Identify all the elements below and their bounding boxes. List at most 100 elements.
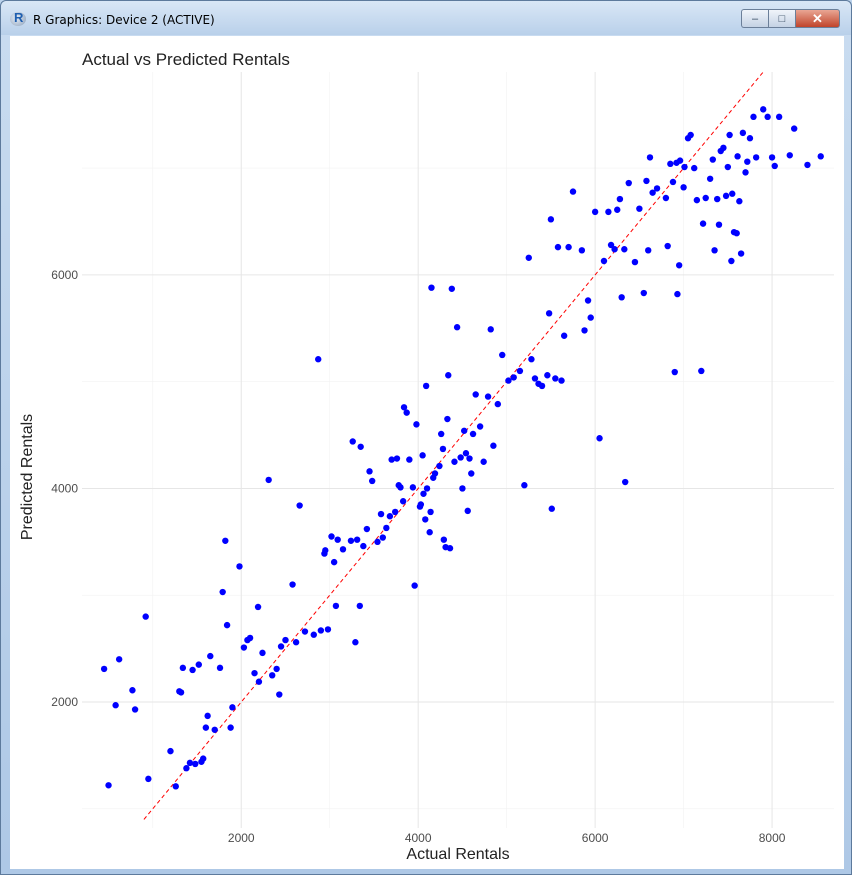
data-point [680, 184, 687, 191]
data-point [548, 505, 555, 512]
data-point [817, 153, 824, 160]
data-point [129, 687, 136, 694]
data-point [750, 113, 757, 121]
data-point [737, 250, 745, 257]
data-point [729, 190, 736, 197]
data-point [709, 156, 716, 163]
data-point [265, 476, 272, 484]
scatter-chart: Actual vs Predicted Rentals 2000 4000 6000… [19, 50, 834, 863]
data-point [674, 290, 681, 298]
data-point [605, 208, 612, 216]
data-point [675, 262, 683, 269]
data-point [411, 582, 418, 589]
data-point [363, 525, 371, 533]
data-point [360, 542, 367, 550]
data-point [724, 163, 732, 171]
minimize-button[interactable]: – [741, 9, 768, 28]
data-point [386, 513, 394, 520]
data-point [521, 482, 528, 489]
data-point [177, 689, 185, 696]
data-point [645, 247, 652, 254]
x-tick-label: 4000 [405, 831, 432, 845]
data-point [440, 536, 448, 543]
data-point [622, 478, 629, 486]
data-point [531, 375, 539, 382]
data-point [667, 160, 674, 168]
window-title: R Graphics: Device 2 (ACTIVE) [33, 13, 215, 27]
data-point [736, 198, 743, 205]
data-point [216, 664, 224, 672]
data-point [269, 672, 276, 679]
data-point [352, 639, 359, 646]
data-point [451, 458, 458, 465]
data-point [643, 177, 650, 185]
axis-ticks: 2000 4000 6000 8000 2000 4000 6000 [51, 268, 785, 845]
data-point [726, 131, 733, 139]
data-point [760, 106, 767, 113]
data-point [468, 470, 475, 477]
data-point [494, 400, 502, 408]
data-point [202, 724, 210, 731]
data-point [200, 755, 207, 762]
data-point [403, 409, 410, 416]
data-point [739, 129, 747, 137]
data-point [353, 536, 361, 543]
grid [82, 72, 834, 828]
data-point [246, 634, 254, 642]
y-tick-label: 4000 [51, 481, 78, 495]
data-point [207, 652, 214, 660]
data-point [611, 246, 618, 253]
data-point [525, 254, 532, 261]
data-point [786, 152, 793, 159]
data-point [600, 257, 608, 265]
data-point [167, 747, 174, 755]
data-point [459, 485, 466, 492]
close-icon: ✕ [812, 10, 823, 26]
data-point [419, 452, 426, 459]
data-point [292, 639, 300, 646]
data-point [681, 163, 688, 171]
data-point [219, 588, 226, 596]
x-tick-label: 2000 [228, 831, 255, 845]
data-point [715, 221, 723, 228]
data-point [324, 626, 332, 633]
data-point [282, 636, 289, 644]
data-point [413, 421, 420, 428]
data-point [646, 154, 654, 161]
data-point [711, 247, 718, 254]
title-bar[interactable]: R R Graphics: Device 2 (ACTIVE) – □ ✕ [1, 1, 851, 35]
data-point [400, 404, 408, 411]
data-point [640, 289, 647, 297]
data-point [746, 135, 754, 142]
data-point [428, 284, 435, 291]
data-point [409, 484, 417, 491]
data-point [625, 179, 632, 187]
data-point [687, 131, 694, 139]
data-point [437, 430, 445, 438]
data-point [752, 154, 760, 161]
data-point [420, 490, 427, 497]
close-button[interactable]: ✕ [795, 9, 840, 28]
data-point [445, 372, 452, 379]
data-point [472, 391, 479, 398]
data-point [131, 706, 139, 713]
data-point [330, 558, 338, 566]
data-point [189, 666, 196, 674]
data-point [744, 158, 751, 165]
data-point [448, 285, 456, 292]
data-point [296, 502, 303, 509]
data-point [349, 438, 356, 445]
data-point [596, 435, 603, 442]
data-point [457, 454, 464, 461]
data-point [510, 374, 517, 381]
maximize-button[interactable]: □ [768, 9, 795, 28]
data-point [480, 458, 487, 465]
data-point [558, 377, 565, 384]
data-point [377, 510, 385, 518]
window-controls: – □ ✕ [741, 9, 840, 29]
data-point [391, 508, 399, 516]
data-point [460, 427, 468, 434]
plot-area: Actual vs Predicted Rentals 2000 4000 6000… [10, 36, 844, 869]
y-tick-label: 2000 [51, 695, 78, 709]
data-point [734, 153, 741, 160]
